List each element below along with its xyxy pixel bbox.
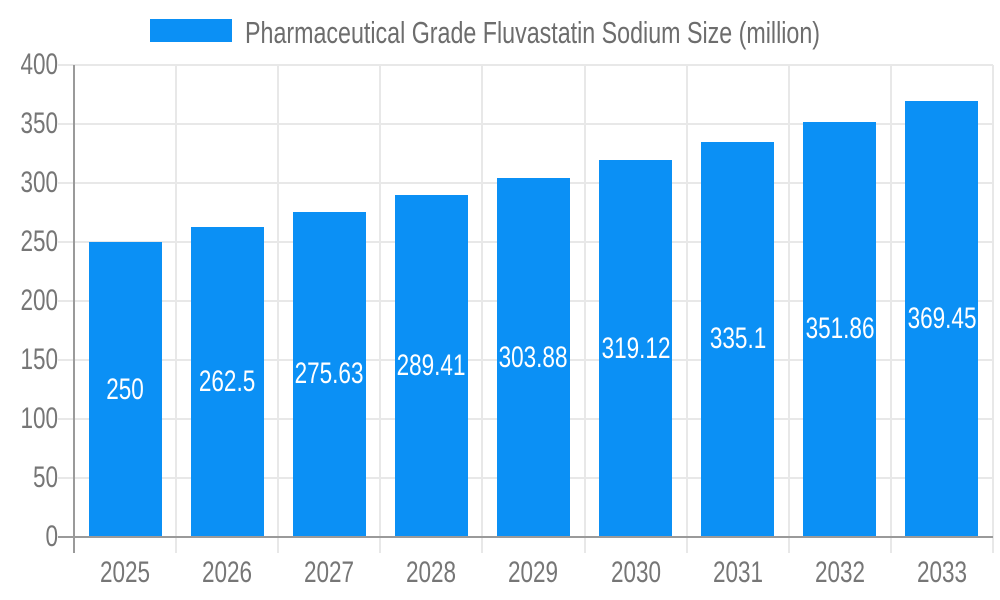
v-gridline (787, 65, 790, 553)
bar-value-label: 275.63 (294, 357, 364, 391)
x-tick-label: 2031 (712, 556, 763, 589)
bar-value-label: 250 (106, 372, 144, 406)
y-tick-label: 150 (20, 343, 58, 376)
bar-value-label: 303.88 (499, 340, 568, 374)
bar[interactable] (803, 121, 877, 536)
v-gridline (992, 65, 994, 553)
chart-title[interactable]: Pharmaceutical Grade Fluvastatin Sodium … (245, 15, 821, 50)
y-tick-label: 100 (20, 402, 58, 435)
y-tick-label: 200 (20, 284, 58, 317)
bar-value-label: 335.1 (709, 322, 766, 356)
x-tick-label: 2025 (100, 556, 151, 589)
h-gridline (58, 64, 993, 66)
bar-value-label: 289.41 (396, 349, 466, 383)
x-tick-label: 2033 (916, 556, 967, 589)
x-tick-label: 2027 (304, 556, 355, 589)
x-tick-label: 2026 (202, 556, 253, 589)
v-gridline (583, 65, 586, 553)
bar[interactable] (599, 160, 673, 536)
y-tick-label: 350 (20, 107, 58, 140)
v-gridline (889, 65, 892, 553)
bar[interactable] (292, 211, 366, 536)
v-gridline (175, 65, 178, 553)
v-gridline (277, 65, 280, 553)
v-gridline (379, 65, 382, 553)
legend-swatch[interactable] (150, 19, 232, 42)
y-tick-label: 250 (20, 225, 58, 258)
x-tick-label: 2030 (610, 556, 661, 589)
bar-value-label: 351.86 (805, 312, 875, 346)
y-axis-line (73, 65, 75, 553)
bar[interactable] (190, 227, 264, 536)
y-tick-label: 400 (20, 48, 58, 81)
y-tick-label: 50 (32, 461, 58, 494)
y-tick-label: 0 (45, 520, 58, 553)
bar[interactable] (394, 195, 468, 536)
v-gridline (685, 65, 688, 553)
x-tick-label: 2029 (508, 556, 559, 589)
bar[interactable] (497, 178, 570, 536)
x-axis-line (58, 536, 993, 538)
bar-value-label: 369.45 (907, 302, 977, 336)
x-tick-label: 2032 (814, 556, 865, 589)
bar[interactable] (701, 141, 775, 536)
bar[interactable] (88, 242, 162, 536)
y-tick-label: 300 (20, 166, 58, 199)
bar-value-label: 319.12 (601, 331, 671, 365)
bar[interactable] (905, 101, 979, 536)
v-gridline (481, 65, 484, 553)
bar-value-label: 262.5 (199, 365, 256, 399)
x-tick-label: 2028 (406, 556, 457, 589)
h-gridline (58, 123, 993, 125)
